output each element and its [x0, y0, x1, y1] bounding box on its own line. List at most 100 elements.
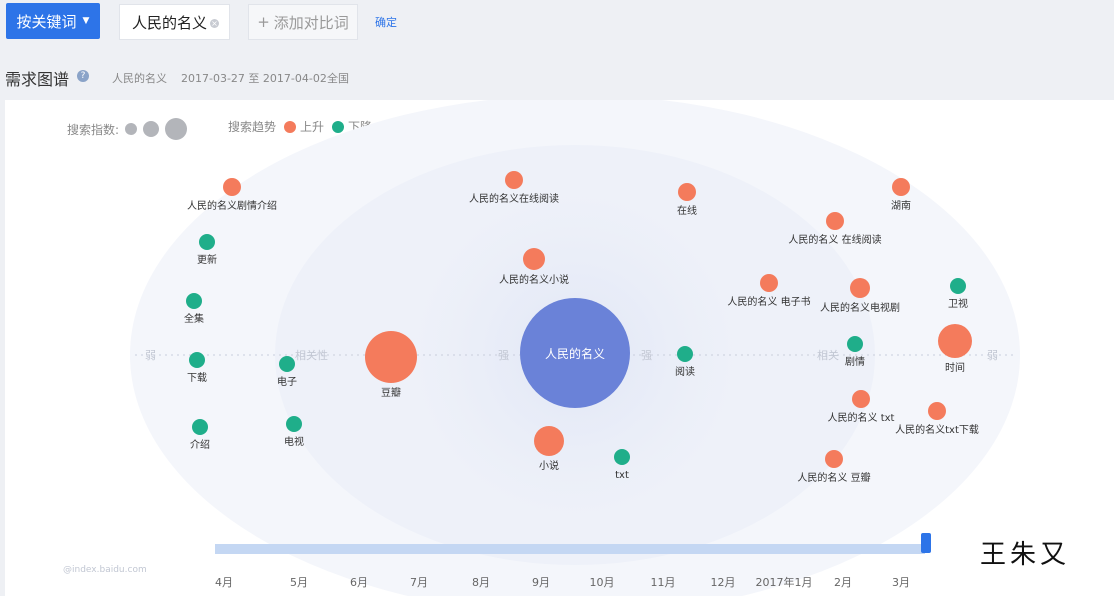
trend-label: 搜索趋势: [228, 120, 277, 134]
keyword-bubble[interactable]: [199, 234, 215, 250]
keyword-bubble-label: 豆瓣: [381, 387, 401, 399]
plus-icon: +: [257, 13, 270, 31]
confirm-link[interactable]: 确定: [375, 16, 397, 29]
timeline-month-label: 8月: [472, 576, 490, 589]
keyword-bubble[interactable]: [505, 171, 523, 189]
axis-strong-left: 强: [498, 349, 509, 362]
timeline-month-label: 5月: [290, 576, 308, 589]
help-icon[interactable]: ?: [77, 70, 89, 82]
keyword-bubble[interactable]: [279, 356, 295, 372]
keyword-bubble-label: 人民的名义电视剧: [820, 301, 900, 314]
up-dot-icon: [284, 120, 297, 133]
toolbar: 按关键词 ▼ 人民的名义 × + 添加对比词 确定: [0, 0, 1114, 48]
down-dot-icon: [332, 120, 345, 133]
axis-weak-right: 弱: [987, 349, 998, 362]
keyword-bubble-label: 全集: [184, 312, 204, 325]
keyword-bubble-label: 人民的名义剧情介绍: [187, 199, 277, 212]
axis-weak-left: 弱: [145, 349, 156, 362]
timeline-month-label: 3月: [892, 576, 910, 589]
medium-size-icon: [143, 121, 160, 137]
keyword-mode-label: 按关键词: [16, 12, 77, 31]
keyword-bubble[interactable]: [950, 278, 966, 294]
date-range[interactable]: 2017-03-27 至 2017-04-02: [181, 72, 327, 85]
bubble-layer: 人民的名义剧情介绍更新全集下载介绍电子电视豆瓣人民的名义在线阅读人民的名义小说小…: [184, 171, 979, 484]
section-header: 需求图谱 ? 人民的名义 2017-03-27 至 2017-04-02 全国: [0, 58, 1114, 98]
keyword-bubble[interactable]: [760, 274, 778, 292]
keyword-bubble-label: 时间: [945, 361, 965, 374]
keyword-bubble-label: 人民的名义小说: [499, 273, 569, 286]
timeline-months: 4月 5月 6月 7月 8月 9月 10月 11月 12月 2017年1月 2月 3月: [215, 575, 910, 589]
header-keyword: 人民的名义: [112, 72, 167, 85]
keyword-bubble-label: 小说: [539, 459, 559, 472]
region[interactable]: 全国: [327, 72, 349, 85]
axis-strong-right: 强: [641, 349, 652, 362]
keyword-bubble-label: 人民的名义在线阅读: [469, 192, 559, 205]
keyword-tag-label: 人民的名义: [132, 13, 208, 32]
caret-down-icon: ▼: [82, 16, 90, 26]
timeline-month-label: 7月: [410, 576, 428, 589]
large-size-icon: [165, 118, 188, 140]
keyword-bubble-label: 人民的名义 电子书: [727, 295, 810, 308]
keyword-bubble-label: 人民的名义 在线阅读: [788, 233, 881, 246]
keyword-bubble-label: 人民的名义txt下载: [895, 423, 979, 436]
keyword-bubble[interactable]: [826, 212, 844, 230]
timeline-month-label: 4月: [215, 576, 233, 589]
keyword-bubble-label: 更新: [197, 253, 217, 266]
axis-relevance-right: 相关: [817, 348, 839, 362]
keyword-bubble[interactable]: [189, 352, 205, 368]
keyword-bubble[interactable]: [892, 178, 910, 196]
keyword-bubble[interactable]: [938, 324, 972, 358]
watermark: 王朱又: [980, 540, 1071, 570]
keyword-bubble[interactable]: [852, 390, 870, 408]
source-watermark: @index.baidu.com: [63, 565, 147, 575]
keyword-bubble-label: txt: [615, 470, 629, 481]
keyword-bubble-label: 湖南: [891, 199, 911, 212]
demand-graph-panel: 搜索指数: 搜索趋势 上升 下降 弱 相关性 强 强 相关 弱 人民的名义 人民…: [5, 100, 1114, 596]
search-index-legend: 搜索指数:: [67, 118, 188, 140]
keyword-bubble-label: 下载: [187, 372, 207, 384]
keyword-bubble[interactable]: [365, 331, 417, 383]
timeline-month-label: 6月: [350, 576, 368, 589]
keyword-bubble[interactable]: [523, 248, 545, 270]
keyword-bubble-label: 剧情: [845, 355, 865, 368]
keyword-bubble[interactable]: [286, 416, 302, 432]
keyword-bubble[interactable]: [850, 278, 870, 298]
keyword-bubble-label: 人民的名义 txt: [828, 411, 895, 424]
timeline-month-label: 9月: [532, 576, 550, 589]
keyword-bubble[interactable]: [614, 449, 630, 465]
axis-relevance-left: 相关性: [295, 348, 328, 362]
add-compare-button[interactable]: + 添加对比词: [248, 4, 358, 40]
page-title: 需求图谱: [5, 70, 70, 89]
keyword-bubble[interactable]: [928, 402, 946, 420]
keyword-bubble-label: 电子: [277, 375, 297, 388]
timeline-month-label: 2017年1月: [756, 575, 813, 589]
center-label: 人民的名义: [545, 346, 605, 361]
small-size-icon: [125, 123, 138, 135]
keyword-mode-button[interactable]: 按关键词 ▼: [6, 3, 100, 39]
keyword-bubble-label: 阅读: [675, 365, 695, 378]
keyword-bubble-label: 在线: [677, 204, 697, 217]
remove-icon[interactable]: ×: [210, 19, 219, 28]
keyword-bubble[interactable]: [677, 346, 693, 362]
search-index-label: 搜索指数:: [67, 122, 120, 137]
keyword-bubble-label: 卫视: [948, 297, 968, 310]
keyword-bubble[interactable]: [534, 426, 564, 456]
keyword-bubble-label: 电视: [284, 435, 304, 448]
keyword-bubble[interactable]: [847, 336, 863, 352]
keyword-bubble[interactable]: [678, 183, 696, 201]
keyword-bubble-label: 介绍: [190, 438, 210, 451]
timeline-track[interactable]: [215, 544, 925, 554]
add-compare-label: 添加对比词: [273, 13, 349, 32]
timeline-month-label: 2月: [834, 576, 852, 589]
keyword-bubble[interactable]: [192, 419, 208, 435]
keyword-bubble[interactable]: [825, 450, 843, 468]
keyword-bubble-label: 人民的名义 豆瓣: [797, 471, 870, 484]
center-bubble[interactable]: [520, 298, 630, 408]
timeline-month-label: 12月: [711, 576, 736, 589]
timeline-handle[interactable]: [921, 533, 931, 553]
keyword-bubble[interactable]: [186, 293, 202, 309]
timeline-month-label: 10月: [590, 576, 615, 589]
keyword-tag[interactable]: 人民的名义 ×: [119, 4, 230, 40]
keyword-bubble[interactable]: [223, 178, 241, 196]
